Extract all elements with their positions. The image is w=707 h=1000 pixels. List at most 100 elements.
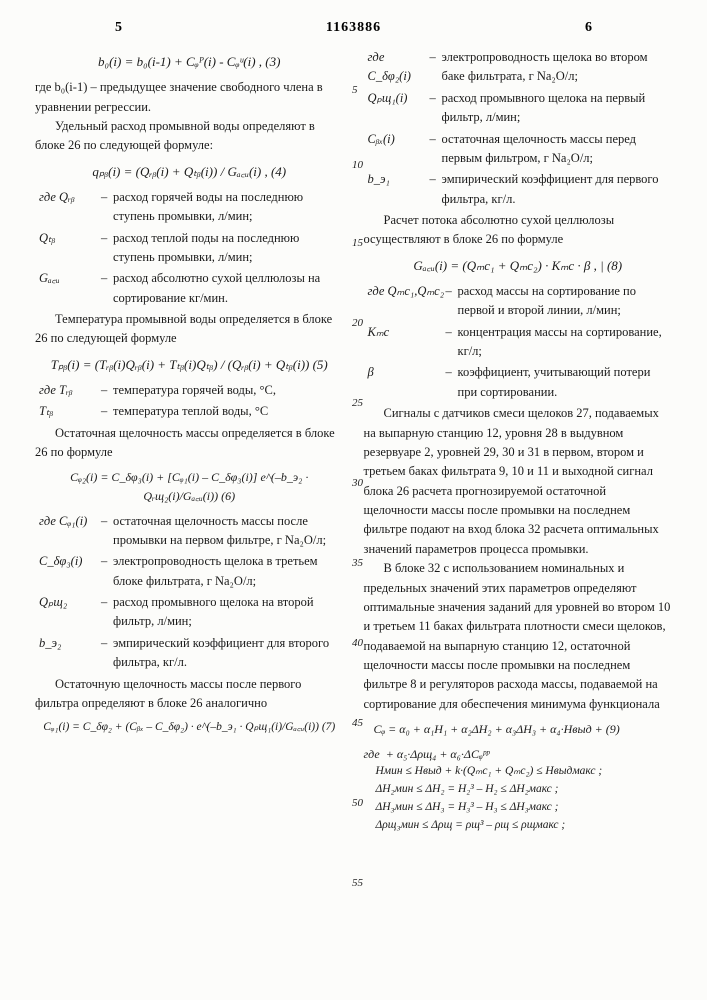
definition-dash: – [101,269,113,288]
definition-symbol: где Qₘc₁,Qₘc₂ [364,282,446,301]
paragraph: Остаточную щелочность массы после первог… [35,675,344,714]
page-header: 5 1163886 6 [0,20,707,36]
definition-text: расход абсолютно сухой целлюлозы на сорт… [113,269,344,308]
constraint-2: ΔH₂мин ≤ ΔH₂ = H₂³ – H₂ ≤ ΔH₂макс ; [364,781,673,799]
definition-dash: – [101,381,113,400]
formula-6: Cᵩ₂(i) = C_δφ₃(i) + [Cᵩ₁(i) – C_δφ₃(i)] … [35,468,344,505]
definition-dash: – [101,229,113,248]
definition-text: расход теплой поды на последнюю ступень … [113,229,344,268]
constraint-1: Hмин ≤ Hвыд + k·(Qₘc₁ + Qₘc₂) ≤ Hвыдмакс… [364,763,673,781]
definition-symbol: Kₘc [364,323,446,342]
paragraph: Удельный расход промывной воды определяю… [35,117,344,156]
paragraph: Остаточная щелочность массы определяется… [35,424,344,463]
page-number-left: 5 [115,20,122,36]
definition-row: C_δφ₃(i) – электропроводность щелока в т… [35,552,344,591]
definition-dash: – [430,48,442,67]
definition-text: эмпирический коэффициент для первого фил… [442,170,673,209]
definition-symbol: где C_δφ₂(i) [364,48,430,87]
constraint-3: ΔH₃мин ≤ ΔH₃ = H₃³ – H₃ ≤ ΔH₃макс ; [364,799,673,817]
definition-dash: – [101,634,113,653]
definition-dash: – [101,402,113,421]
definition-symbol: Gₐ꜀ᵤ [35,269,101,288]
formula-8: Gₐ꜀ᵤ(i) = (Qₘc₁ + Qₘc₂) · Kₘc · β , | (8… [364,256,673,276]
paragraph: В блоке 32 с использованием номинальных … [364,559,673,714]
definition-text: расход промывного щелока на второй фильт… [113,593,344,632]
line-marker: 15 [352,237,363,249]
definition-symbol: b_э₂ [35,634,101,653]
definition-row: Gₐ꜀ᵤ – расход абсолютно сухой целлюлозы … [35,269,344,308]
line-marker: 55 [352,877,363,889]
definition-text: расход промывного щелока на первый фильт… [442,89,673,128]
definition-dash: – [101,512,113,531]
definition-symbol: Qₚщ₂ [35,593,101,612]
definition-row: Tₜᵦ – температура теплой воды, °С [35,402,344,421]
definition-row: где Tᵣᵦ – температура горячей воды, °С, [35,381,344,400]
definition-symbol: Qₚщ₁(i) [364,89,430,108]
line-marker: 30 [352,477,363,489]
paragraph: Температура промывной воды определяется … [35,310,344,349]
definition-row: Qₜᵦ – расход теплой поды на последнюю ст… [35,229,344,268]
definition-dash: – [101,593,113,612]
definition-text: электропроводность щелока в третьем блок… [113,552,344,591]
definition-row: Qₚщ₁(i) – расход промывного щелока на пе… [364,89,673,128]
definition-dash: – [430,89,442,108]
definition-text: расход массы на сортирование по первой и… [458,282,673,321]
page-number-right: 6 [585,20,592,36]
right-column: где C_δφ₂(i) – электропроводность щелока… [364,46,673,835]
definition-text: расход горячей воды на последнюю ступень… [113,188,344,227]
definition-dash: – [101,552,113,571]
definition-text: остаточная щелочность массы после промыв… [113,512,344,551]
definition-dash: – [446,323,458,342]
line-marker: 40 [352,637,363,649]
definition-b0: где b₀(i-1) – предыдущее значение свобод… [35,78,344,117]
formula-9: Cᵩ = α₀ + α₁H₁ + α₂ΔH₂ + α₃ΔH₃ + α₄·Hвыд… [364,720,673,739]
paragraph: Сигналы с датчиков смеси щелоков 27, под… [364,404,673,559]
definition-text: концентрация массы на сортирование, кг/л… [458,323,673,362]
document-number: 1163886 [326,20,381,35]
line-marker: 50 [352,797,363,809]
line-marker: 5 [352,84,358,96]
definition-text: эмпирический коэффициент для второго фил… [113,634,344,673]
formula-7: Cᵩ₁(i) = C_δφ₂ + (Cᵦₓ – C_δφ₂) · e^(–b_э… [35,719,344,737]
definition-dash: – [430,130,442,149]
definition-dash: – [101,188,113,207]
constraint-4: Δρщ₃мин ≤ Δρщ = ρщ³ – ρщ ≤ ρщмакс ; [364,817,673,835]
definition-dash: – [430,170,442,189]
definition-row: где Qₘc₁,Qₘc₂ – расход массы на сортиров… [364,282,673,321]
definition-row: где C_δφ₂(i) – электропроводность щелока… [364,48,673,87]
formula-3: b₀(i) = b₀(i-1) + Cᵩᴾ(i) - Cᵩᵘ(i) , (3) [35,52,344,72]
definition-text: коэффициент, учитывающий потери при сорт… [458,363,673,402]
definition-row: b_э₂ – эмпирический коэффициент для втор… [35,634,344,673]
formula-9-continuation: где + α₅·Δρщ₄ + α₆·ΔCᵩᵖᵖ [364,745,673,764]
definition-symbol: β [364,363,446,382]
definition-text: электропроводность щелока во втором баке… [442,48,673,87]
definition-row: Qₚщ₂ – расход промывного щелока на второ… [35,593,344,632]
definition-row: где Qᵣᵦ – расход горячей воды на последн… [35,188,344,227]
formula-5: Tₚᵦ(i) = (Tᵣᵦ(i)Qᵣᵦ(i) + Tₜᵦ(i)Qₜᵦ) / (Q… [35,355,344,375]
definition-symbol: где Cᵩ₁(i) [35,512,101,531]
formula-4: qₚᵦ(i) = (Qᵣᵦ(i) + Qₜᵦ(i)) / Gₐ꜀ᵤ(i) , (… [35,162,344,182]
definition-row: где Cᵩ₁(i) – остаточная щелочность массы… [35,512,344,551]
definition-symbol: Qₜᵦ [35,229,101,248]
page: 5 1163886 6 5 10 15 20 25 30 35 40 45 50… [0,0,707,1000]
definition-symbol: C_δφ₃(i) [35,552,101,571]
left-column: b₀(i) = b₀(i-1) + Cᵩᴾ(i) - Cᵩᵘ(i) , (3) … [35,46,344,835]
definition-text: температура горячей воды, °С, [113,381,344,400]
definition-text: остаточная щелочность массы перед первым… [442,130,673,169]
line-marker: 25 [352,397,363,409]
line-marker: 10 [352,159,363,171]
definition-dash: – [446,282,458,301]
paragraph: Расчет потока абсолютно сухой целлюлозы … [364,211,673,250]
definition-row: Cᵦₓ(i) – остаточная щелочность массы пер… [364,130,673,169]
line-marker: 35 [352,557,363,569]
line-marker: 45 [352,717,363,729]
definition-text: температура теплой воды, °С [113,402,344,421]
definition-row: b_э₁ – эмпирический коэффициент для перв… [364,170,673,209]
definition-symbol: b_э₁ [364,170,430,189]
definition-symbol: где Tᵣᵦ [35,381,101,400]
definition-symbol: где Qᵣᵦ [35,188,101,207]
definition-symbol: Tₜᵦ [35,402,101,421]
definition-symbol: Cᵦₓ(i) [364,130,430,149]
definition-row: β – коэффициент, учитывающий потери при … [364,363,673,402]
definition-row: Kₘc – концентрация массы на сортирование… [364,323,673,362]
